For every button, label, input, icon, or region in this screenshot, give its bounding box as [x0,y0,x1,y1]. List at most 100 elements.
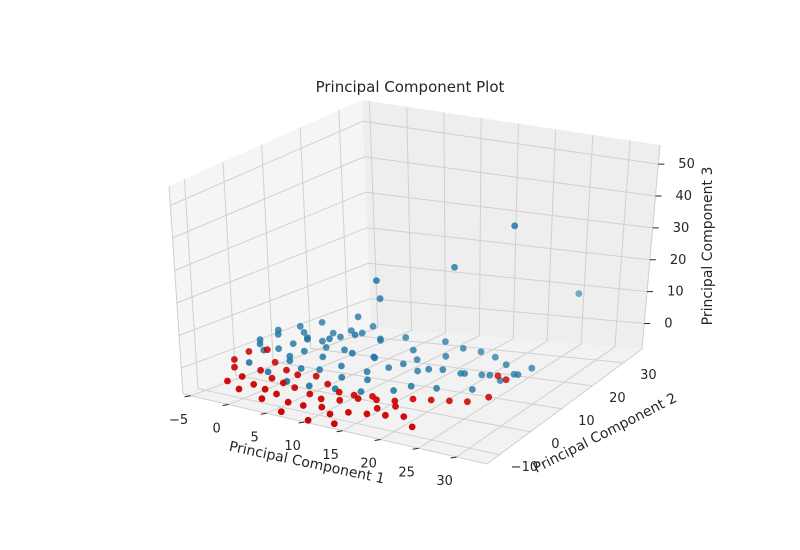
blue-data-point [514,371,522,378]
blue-data-point [511,222,519,230]
red-data-point [324,380,332,388]
z-grid-line [178,262,648,336]
blue-data-point [364,376,371,384]
red-data-point [373,396,380,404]
blue-data-point [373,277,380,284]
x-tick-mark [336,430,343,433]
z-tick-label: 0 [664,317,672,332]
blue-data-point [363,368,371,376]
red-data-point [245,348,253,355]
x-tick-label: 10 [284,439,301,454]
red-data-point [257,366,264,374]
blue-data-point [439,366,447,374]
red-data-point [335,388,343,396]
blue-data-point [414,367,421,375]
x-tick-mark [412,447,419,450]
x-tick-label: 20 [360,457,377,472]
red-data-point [250,381,258,388]
blue-data-point [461,370,468,377]
x-tick-mark [374,439,381,441]
x-tick-label: 0 [212,422,220,437]
red-data-point [224,377,231,385]
blue-data-point [354,313,362,321]
x-tick-mark [184,395,191,398]
red-data-point [363,410,371,418]
red-data-point [304,416,312,424]
y-tick-label: 0 [551,437,559,452]
x-tick-mark [298,421,305,424]
red-data-point [283,366,290,374]
blue-data-point [338,373,346,381]
blue-data-point [451,263,458,271]
red-data-point [373,404,381,412]
blue-data-point [304,335,311,343]
red-data-point [231,356,238,363]
blue-data-point [245,359,253,366]
blue-data-point [502,361,510,369]
blue-data-point [275,345,282,352]
blue-data-point [376,295,384,303]
red-data-point [354,395,362,402]
red-data-point [391,397,399,405]
blue-data-point [286,357,294,365]
x-tick-label: 15 [322,448,339,463]
z-tick-label: 10 [667,285,684,300]
red-data-point [268,374,276,382]
blue-data-point [300,347,308,355]
blue-data-point [318,319,326,326]
z-tick-label: 30 [673,221,690,236]
red-data-point [235,385,243,393]
red-data-point [345,409,352,416]
blue-data-point [316,366,323,374]
blue-data-point [305,382,313,390]
z-tick-label: 50 [678,157,695,172]
blue-data-point [442,338,449,345]
z-grid-line [176,227,650,304]
x-grid-line [380,129,557,440]
blue-data-point [348,349,356,357]
blue-data-point [491,353,499,361]
blue-data-point [322,344,330,351]
red-data-point [336,396,344,404]
red-data-point [485,393,493,401]
x-grid-line [342,123,519,432]
red-data-point [494,372,502,380]
blue-data-point [477,348,485,356]
red-data-point [382,411,389,419]
blue-data-point [351,331,359,339]
blue-data-point [469,386,476,393]
tick-labels: −5 0 5 10 15 20 25 30 −10 0 10 20 30 0 10 20 30 40 50 [169,157,695,489]
red-data-point [271,358,279,366]
red-data-point [317,395,325,403]
red-data-point [258,395,266,403]
red-data-point [318,403,326,411]
blue-data-point [369,323,377,330]
x-tick-label: 30 [436,474,453,489]
blue-data-point [399,360,407,368]
back-wall-pane [362,100,660,349]
blue-data-point [274,330,282,338]
red-data-point [409,395,417,403]
blue-data-point [486,371,494,379]
blue-data-point [433,384,440,392]
blue-data-point [326,335,333,343]
z-axis-label: Principal Component 3 [700,167,716,326]
data-points [224,222,583,431]
y-tick-label: 30 [640,368,657,383]
blue-data-point [338,362,345,370]
red-data-point [312,372,320,380]
z-grid-line [172,156,656,239]
blue-data-point [300,329,308,336]
blue-data-point [341,346,348,354]
x-grid-line [456,140,631,458]
red-data-point [306,390,314,398]
x-tick-label: 25 [398,465,415,480]
y-grid-line [338,110,624,364]
z-grid-line [174,191,653,271]
blue-data-point [289,340,297,347]
z-tick-label: 20 [670,253,687,268]
floor-pane [183,327,642,464]
blue-data-point [442,352,450,360]
red-data-point [299,402,307,409]
x-tick-mark [450,456,457,459]
